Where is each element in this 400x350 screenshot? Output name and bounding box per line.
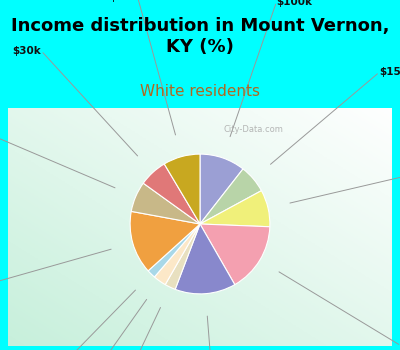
Wedge shape xyxy=(148,224,200,277)
Text: $50k: $50k xyxy=(109,0,138,2)
Wedge shape xyxy=(143,164,200,224)
Text: $150k: $150k xyxy=(380,67,400,77)
Wedge shape xyxy=(200,154,243,224)
Text: Income distribution in Mount Vernon,
KY (%): Income distribution in Mount Vernon, KY … xyxy=(11,18,389,56)
Wedge shape xyxy=(200,191,270,227)
Wedge shape xyxy=(200,224,270,285)
Text: $30k: $30k xyxy=(12,46,41,56)
Wedge shape xyxy=(200,169,262,224)
Text: City-Data.com: City-Data.com xyxy=(224,125,284,134)
Text: $100k: $100k xyxy=(276,0,312,7)
Wedge shape xyxy=(164,154,200,224)
Wedge shape xyxy=(130,211,200,271)
Text: White residents: White residents xyxy=(140,84,260,99)
Wedge shape xyxy=(175,224,235,294)
Wedge shape xyxy=(165,224,200,289)
Wedge shape xyxy=(154,224,200,285)
Wedge shape xyxy=(131,183,200,224)
